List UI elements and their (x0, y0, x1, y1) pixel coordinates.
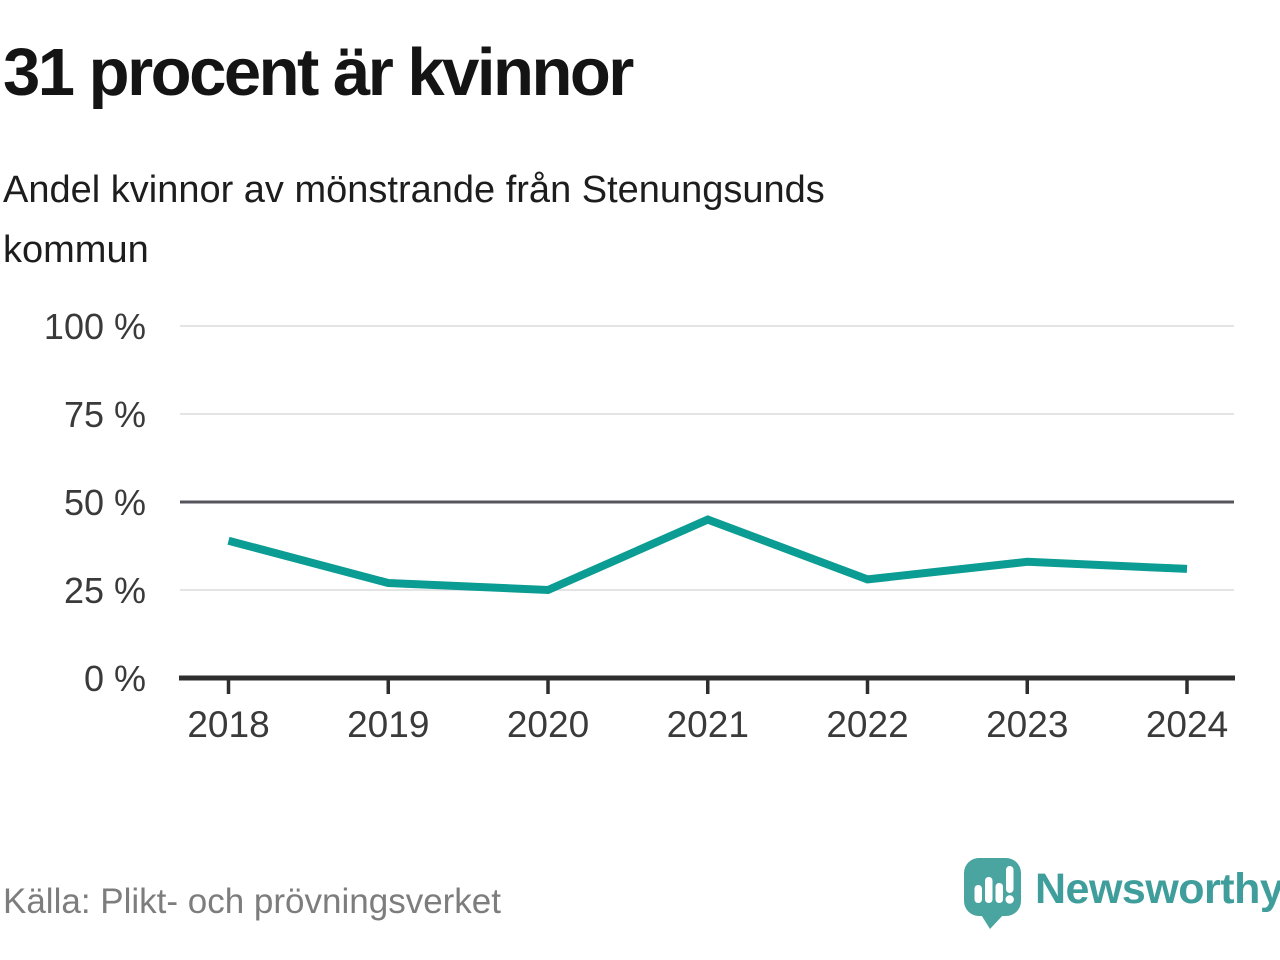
chart-subtitle: Andel kvinnor av mönstrande från Stenung… (3, 160, 825, 280)
y-tick-label-25: 25 % (64, 570, 146, 611)
newsworthy-logo-text: Newsworthy (1035, 865, 1280, 913)
source-note: Källa: Plikt- och prövningsverket (3, 882, 501, 921)
x-tick-label-2022: 2022 (826, 704, 908, 745)
x-tick-label-2018: 2018 (187, 704, 269, 745)
x-tick-label-2023: 2023 (986, 704, 1068, 745)
y-tick-label-0: 0 % (84, 658, 146, 699)
logo-bar-2 (985, 877, 993, 903)
newsworthy-logo-icon (964, 858, 1021, 929)
data-line (227, 515, 1188, 595)
x-tick-label-2024: 2024 (1146, 704, 1228, 745)
x-tick-label-2019: 2019 (347, 704, 429, 745)
logo-bar-1 (974, 885, 982, 903)
chart-subtitle-line-1: Andel kvinnor av mönstrande från Stenung… (3, 169, 825, 211)
y-tick-label-50: 50 % (64, 482, 146, 523)
y-tick-label-75: 75 % (64, 394, 146, 435)
line-chart: 2018 2019 2020 2021 2022 2023 2024 0 % 25 % 50 % 7… (44, 306, 1235, 745)
logo-bubble-tail (980, 913, 1005, 929)
logo-bar-3 (995, 883, 1003, 903)
x-tick-label-2020: 2020 (507, 704, 589, 745)
chart-subtitle-line-2: kommun (3, 229, 149, 271)
page-title: 31 procent är kvinnor (3, 35, 634, 110)
x-tick-label-2021: 2021 (667, 704, 749, 745)
logo-exclamation-dot (1005, 895, 1014, 904)
newsworthy-logo: Newsworthy (964, 858, 1280, 932)
y-tick-label-100: 100 % (44, 306, 146, 347)
logo-exclamation-bar (1006, 866, 1014, 893)
